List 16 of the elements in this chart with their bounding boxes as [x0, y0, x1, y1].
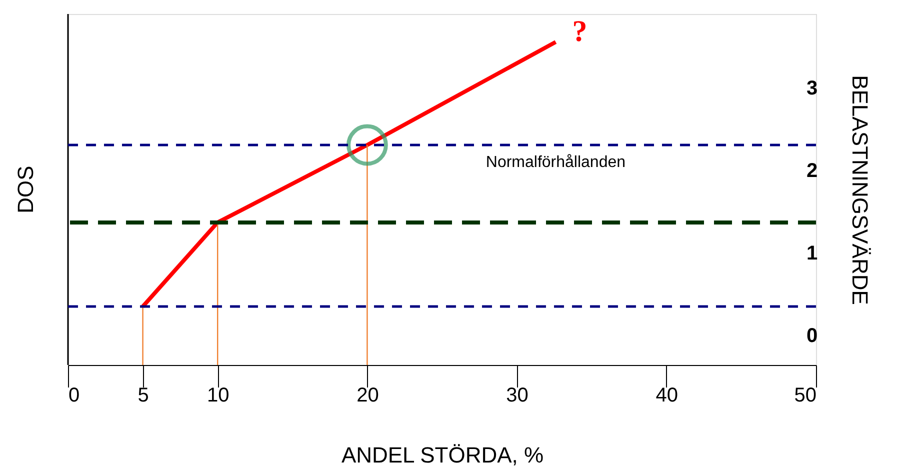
y2-tick-label: 0 [806, 324, 818, 347]
y2-tick-label: 1 [806, 242, 818, 264]
y-axis-title: DOS [13, 166, 38, 214]
x-tick-label: 10 [206, 384, 230, 406]
x-tick-label: 0 [68, 384, 80, 406]
y2-axis-title: BELASTNINGSVÄRDE [848, 75, 873, 305]
y2-tick-label: 3 [806, 78, 818, 100]
x-tick-label: 40 [656, 384, 678, 406]
x-axis-title: ANDEL STÖRDA, % [341, 442, 544, 468]
x-tick-label: 5 [138, 384, 149, 406]
x-tick-label: 20 [356, 384, 379, 406]
x-tick-label: 30 [506, 384, 528, 406]
y2-tick-label: 2 [806, 160, 818, 182]
annotation: Normalförhållanden [486, 154, 626, 172]
annotation: ? [572, 15, 588, 48]
x-tick-label: 50 [794, 384, 816, 406]
